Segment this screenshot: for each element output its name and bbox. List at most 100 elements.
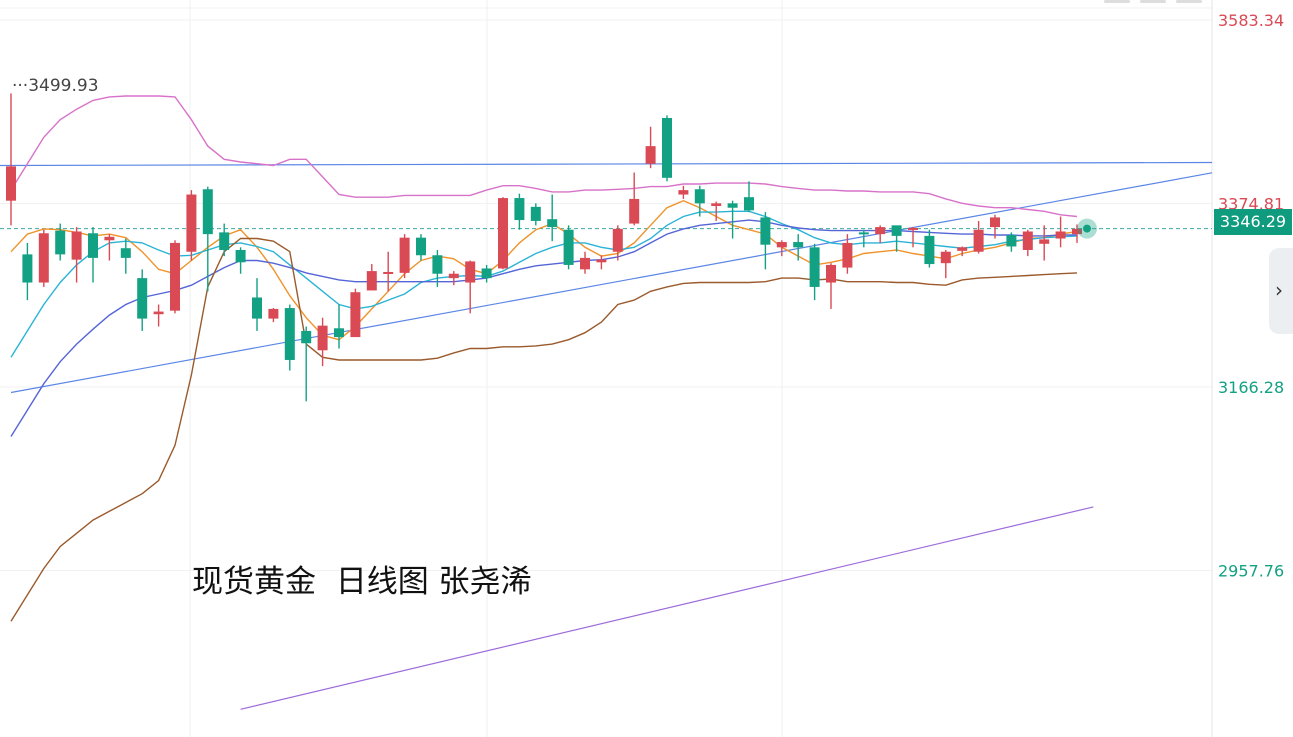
candle-body (219, 232, 230, 250)
toolbar-handle[interactable] (1176, 0, 1202, 3)
candle (908, 227, 918, 248)
candle (22, 242, 33, 301)
candle (776, 240, 787, 257)
candle (678, 185, 689, 199)
candle-body (55, 230, 66, 255)
chart-caption: 现货黄金 日线图 张尧浠 (192, 564, 532, 600)
indicator-lines (10, 95, 1078, 622)
candle-body (350, 292, 361, 338)
candle (416, 234, 426, 261)
candle-body (1006, 235, 1017, 247)
candle (744, 181, 754, 213)
boll-lower-line (10, 237, 1078, 622)
candle-body (235, 249, 246, 263)
candle-body (1039, 239, 1050, 244)
candle-body (530, 206, 541, 221)
candle-body (678, 190, 689, 195)
candle-body (448, 273, 459, 279)
price-axis[interactable]: 3583.34 3374.81 3166.28 2957.76 (1218, 11, 1284, 580)
candle-body (481, 268, 492, 279)
candle (842, 234, 853, 274)
toolbar-handle[interactable] (1104, 0, 1130, 3)
candle-body (6, 166, 16, 201)
candle (629, 172, 640, 226)
candle-body (1022, 231, 1033, 250)
candle (186, 190, 197, 261)
candle-body (727, 203, 738, 208)
current-price-tag: 3346.29 (1214, 209, 1292, 235)
candle-body (88, 233, 98, 258)
candle (596, 255, 607, 270)
candle-body (432, 255, 443, 274)
candle-body (973, 229, 984, 252)
candle (826, 263, 836, 309)
candle (547, 194, 558, 242)
candle (268, 308, 279, 323)
candle (1072, 224, 1082, 243)
candle-body (202, 189, 213, 235)
candle (940, 249, 951, 279)
boll-upper-line (10, 95, 1078, 218)
candle-body (990, 217, 1000, 228)
side-panel-toggle[interactable]: › (1269, 248, 1293, 334)
candle-body (711, 203, 722, 206)
candle-body (891, 225, 902, 236)
candle-body (383, 271, 394, 274)
toolbar-handle[interactable] (1140, 0, 1166, 3)
candle-body (826, 264, 836, 283)
candle-body (957, 247, 968, 251)
candle-body (596, 259, 607, 263)
candle-body (399, 237, 410, 273)
candle (71, 227, 82, 283)
candle-body (153, 311, 164, 315)
trend-drawings (0, 161, 1213, 710)
candle (990, 214, 1000, 239)
candle-body (284, 308, 295, 360)
candle-body (514, 198, 525, 221)
ma-mid-line (10, 210, 1078, 358)
candle-body (875, 227, 886, 235)
candle-body (137, 278, 148, 319)
candle-body (120, 248, 131, 258)
candle-body (744, 197, 754, 211)
candle (580, 251, 590, 274)
candle (612, 225, 623, 261)
candle-body (170, 242, 180, 311)
candle-body (776, 242, 787, 248)
high-marker: ··· (12, 76, 29, 96)
candle-body (186, 194, 197, 252)
ma-fast-line (10, 199, 1078, 341)
candle-body (563, 229, 574, 265)
candle-body (547, 219, 558, 228)
candle-body (334, 328, 344, 338)
candle (858, 229, 869, 248)
candle (481, 264, 492, 283)
horizontal-resistance-line (0, 161, 1213, 167)
candle-body (908, 227, 918, 230)
candle-body (842, 242, 853, 268)
candle-body (760, 217, 771, 245)
candle (875, 225, 886, 243)
candle (1006, 232, 1017, 252)
candle (563, 225, 574, 270)
candle (957, 246, 968, 257)
candles (6, 93, 1082, 402)
candle (219, 223, 230, 257)
candle (6, 93, 16, 226)
candle-body (858, 232, 869, 235)
candle (645, 126, 656, 169)
candle (399, 234, 410, 279)
candle-body (416, 237, 426, 256)
candle-body (694, 189, 705, 204)
candle (235, 247, 246, 274)
candle-body (104, 236, 115, 241)
candle-body (317, 325, 328, 351)
candle (924, 229, 935, 268)
candle-body (662, 117, 672, 178)
candle-body (268, 308, 279, 319)
candle-body (465, 261, 476, 283)
price-tick-label: 3166.28 (1218, 378, 1284, 397)
price-tick-label: 3374.81 (1218, 195, 1284, 214)
candle-body (793, 242, 804, 248)
